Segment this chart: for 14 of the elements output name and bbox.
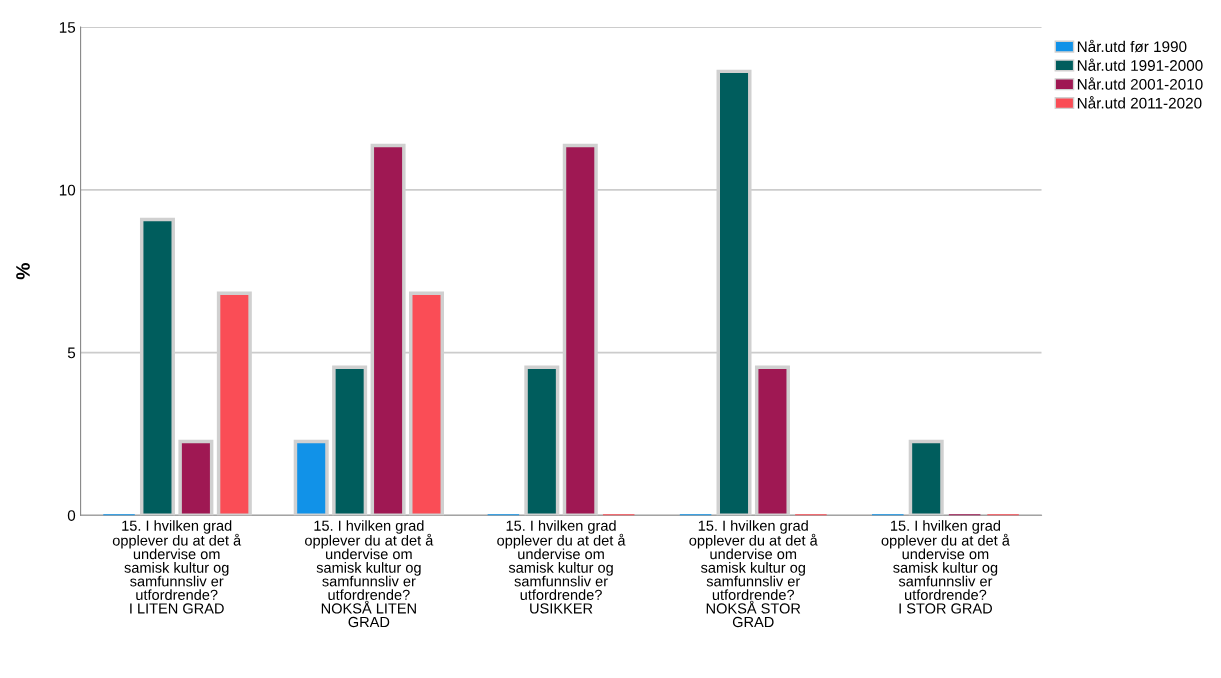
y-tick-label: 5 bbox=[67, 347, 76, 359]
x-tick-label: 15. I hvilken grad opplever du at det å undervise om samisk kultur og samfunnsliv er utfordrende? I LITEN GRAD bbox=[112, 520, 242, 614]
x-tick-label: 15. I hvilken grad opplever du at det å undervise om samisk kultur og samfunnsliv er utfordrende? NOKSÅ LITEN GRAD bbox=[305, 520, 434, 628]
legend-label: Når.utd 2001-2010 bbox=[1077, 77, 1203, 90]
y-tick-label: 10 bbox=[59, 184, 76, 196]
y-tick-label: 0 bbox=[67, 510, 76, 521]
legend-label: Når.utd 1991-2000 bbox=[1077, 58, 1203, 71]
legend-label: Når.utd før 1990 bbox=[1077, 39, 1187, 53]
x-tick-label: 15. I hvilken grad opplever du at det å undervise om samisk kultur og samfunnsliv er utfordrende? I STOR GRAD bbox=[881, 520, 1010, 614]
x-tick-label: 15. I hvilken grad opplever du at det å undervise om samisk kultur og samfunnsliv er utfordrende? NOKSÅ STOR GRAD bbox=[689, 520, 818, 628]
legend-label: Når.utd 2011-2020 bbox=[1077, 96, 1202, 109]
y-tick-label: 15 bbox=[59, 22, 76, 33]
y-axis-title: % bbox=[16, 263, 30, 280]
x-tick-label: 15. I hvilken grad opplever du at det å undervise om samisk kultur og samfunnsliv er utfordrende? USIKKER bbox=[497, 520, 626, 614]
